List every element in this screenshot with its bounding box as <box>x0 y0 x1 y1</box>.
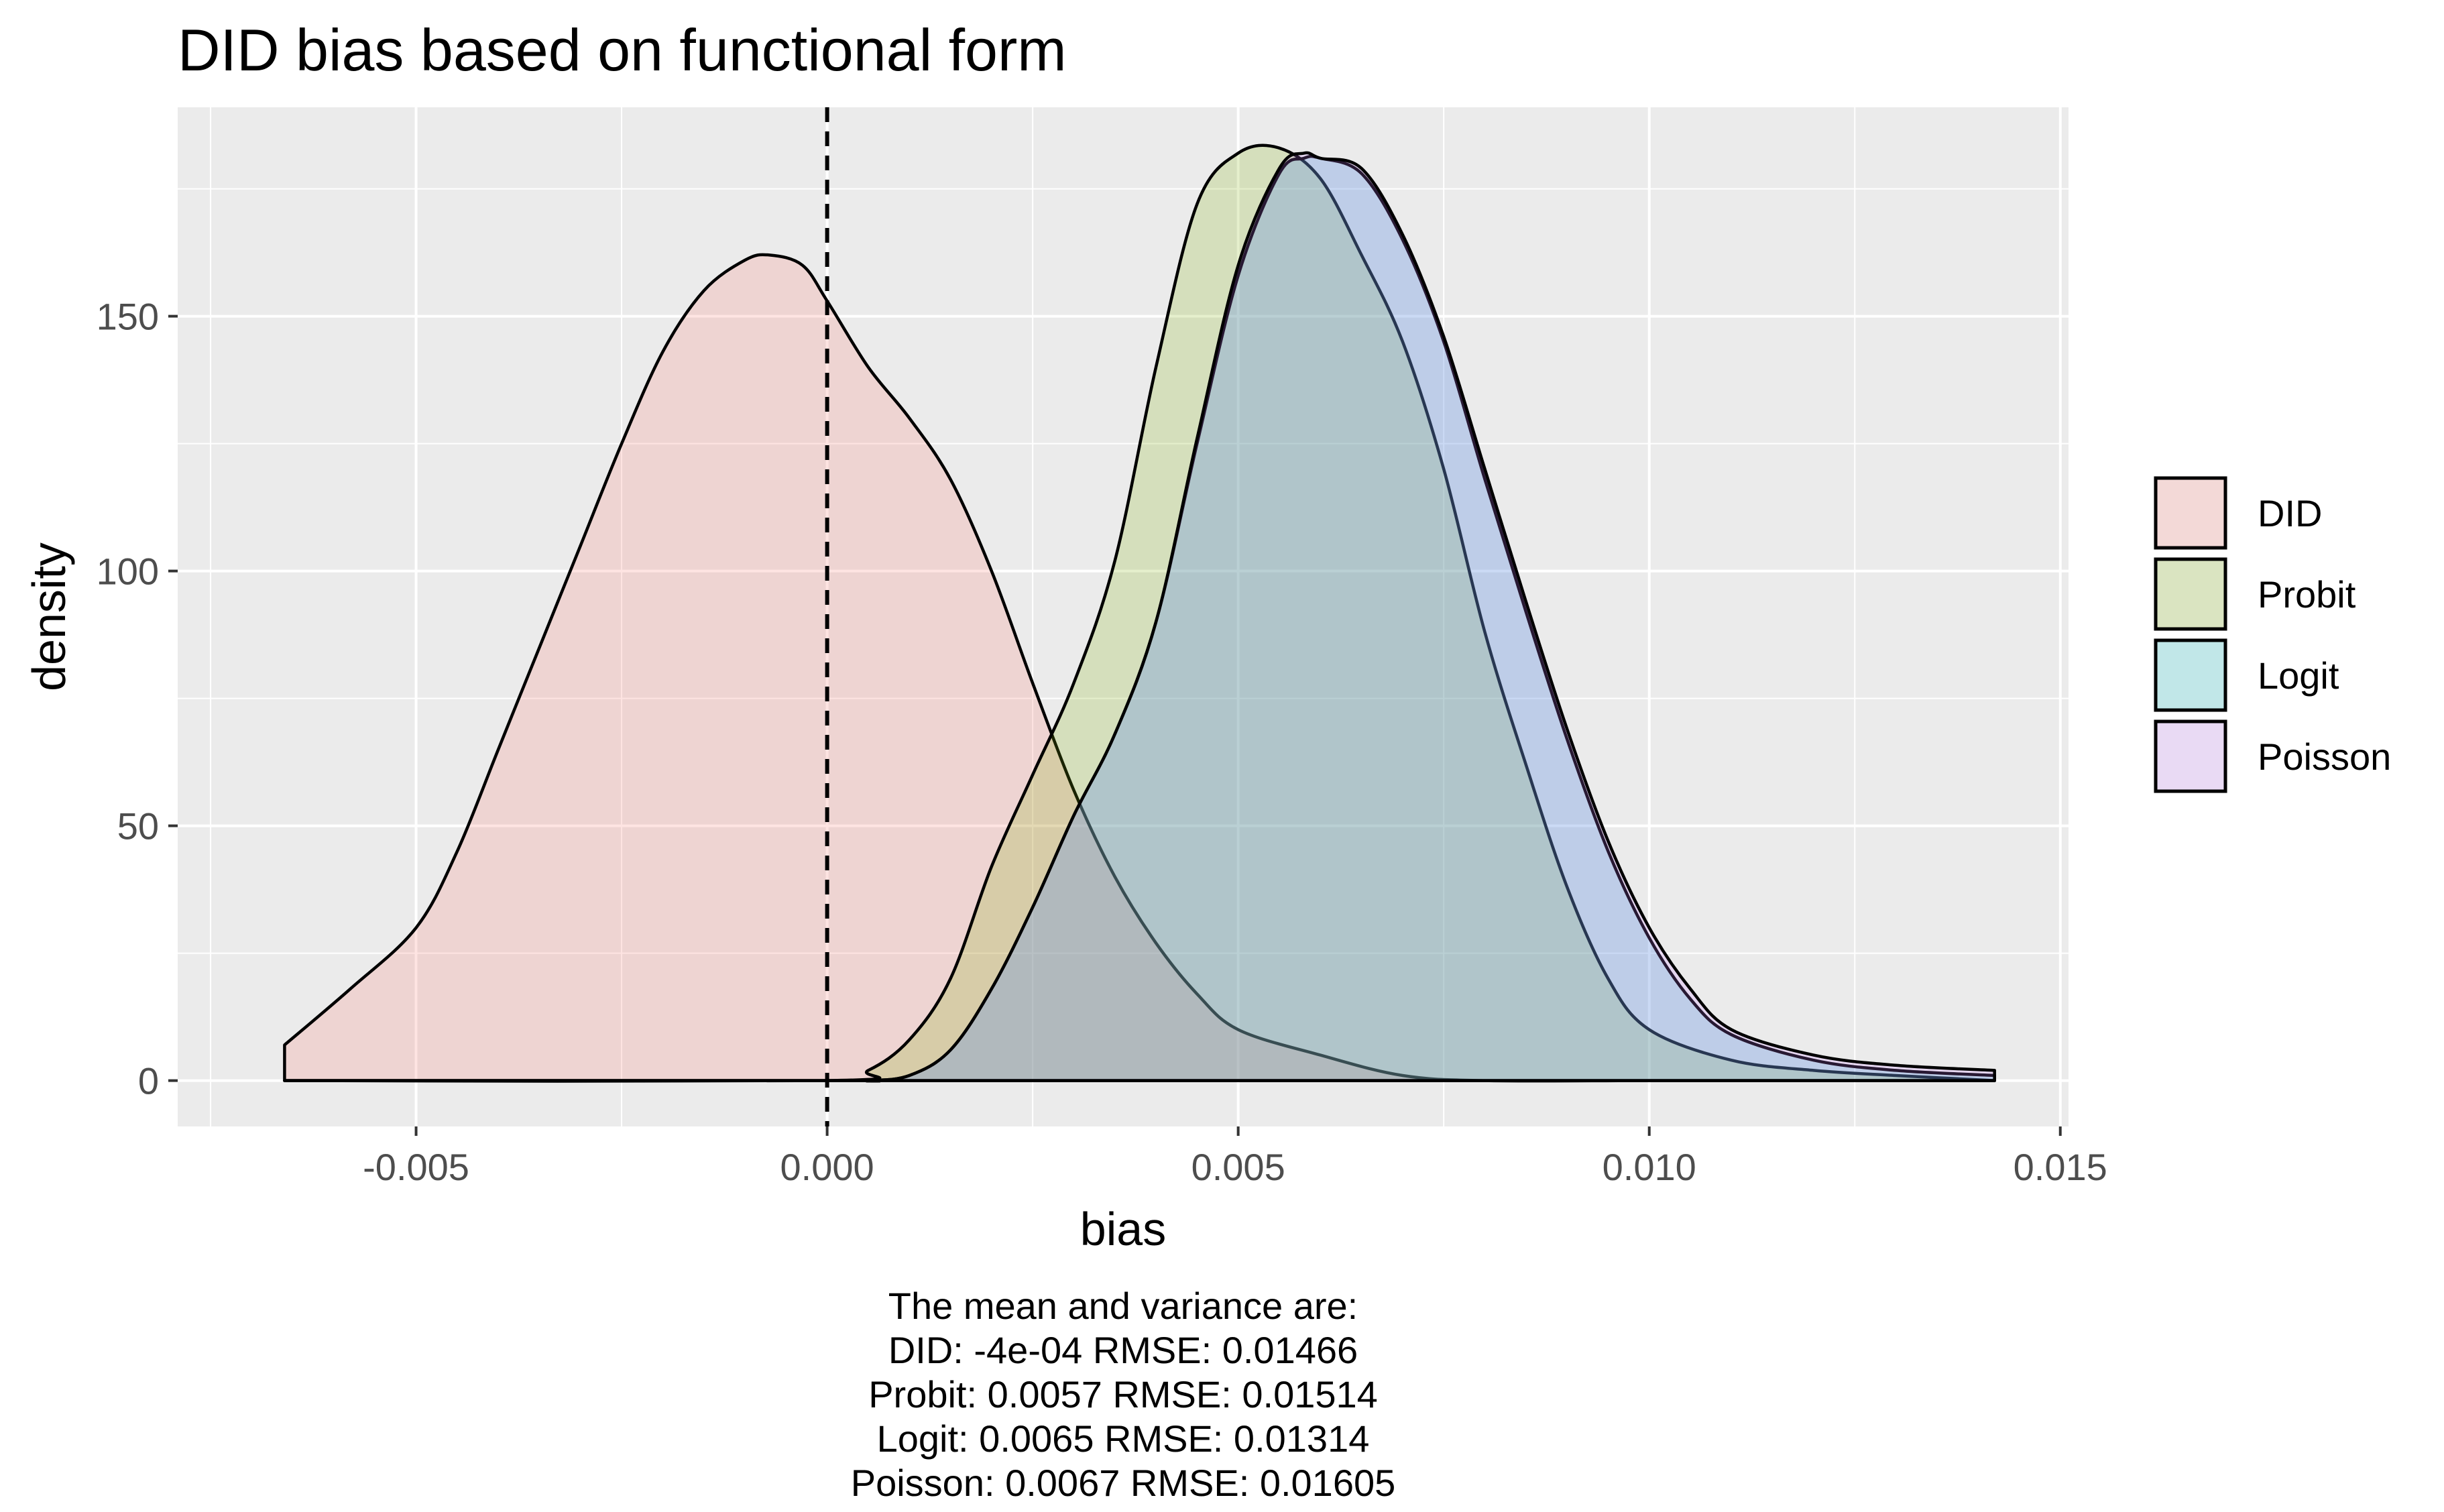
chart-caption: The mean and variance are:DID: -4e-04 RM… <box>851 1285 1396 1504</box>
legend-key-bg <box>2154 719 2227 793</box>
legend-swatch-did <box>2154 476 2227 550</box>
caption-line: Logit: 0.0065 RMSE: 0.01314 <box>877 1417 1370 1460</box>
x-axis-title: bias <box>1080 1203 1166 1255</box>
x-tick-label: 0.005 <box>1191 1146 1285 1188</box>
legend-key-bg <box>2154 557 2227 631</box>
density-area-did <box>283 253 1996 1083</box>
plot-panel <box>178 107 2069 1126</box>
y-tick-label: 150 <box>97 296 159 338</box>
y-tick-label: 0 <box>138 1060 159 1102</box>
caption-line: DID: -4e-04 RMSE: 0.01466 <box>888 1329 1358 1371</box>
y-tick-label: 50 <box>117 805 159 848</box>
legend-key-bg <box>2154 476 2227 550</box>
x-tick-label: 0.010 <box>1603 1146 1696 1188</box>
y-tick-label: 100 <box>97 550 159 593</box>
legend-swatch-probit <box>2154 557 2227 631</box>
x-tick-label: 0.015 <box>2014 1146 2107 1188</box>
caption-line: The mean and variance are: <box>888 1285 1358 1327</box>
legend-label-poisson: Poisson <box>2258 736 2391 778</box>
legend-label-did: DID <box>2258 492 2322 534</box>
caption-line: Probit: 0.0057 RMSE: 0.01514 <box>868 1373 1378 1415</box>
y-axis-ticks: 0 50 100 150 <box>97 296 178 1102</box>
x-tick-label: 0.000 <box>780 1146 874 1188</box>
density-area-probit <box>283 143 1996 1083</box>
caption-line: Poisson: 0.0067 RMSE: 0.01605 <box>851 1462 1396 1504</box>
legend-swatch-poisson <box>2154 719 2227 793</box>
x-tick-label: -0.005 <box>363 1146 469 1188</box>
density-areas <box>283 143 1996 1083</box>
minor-gridlines <box>178 107 2069 1126</box>
y-axis-title: density <box>23 542 75 691</box>
legend-swatch-logit <box>2154 638 2227 712</box>
legend-label-probit: Probit <box>2258 573 2356 616</box>
chart-title: DID bias based on functional form <box>178 17 1067 83</box>
density-area-poisson <box>283 151 1996 1083</box>
legend: DID Probit Logit Poisson <box>2154 476 2391 793</box>
legend-key-bg <box>2154 638 2227 712</box>
x-axis-ticks: -0.005 0.000 0.005 0.010 0.015 <box>363 1126 2107 1188</box>
legend-label-logit: Logit <box>2258 654 2339 697</box>
